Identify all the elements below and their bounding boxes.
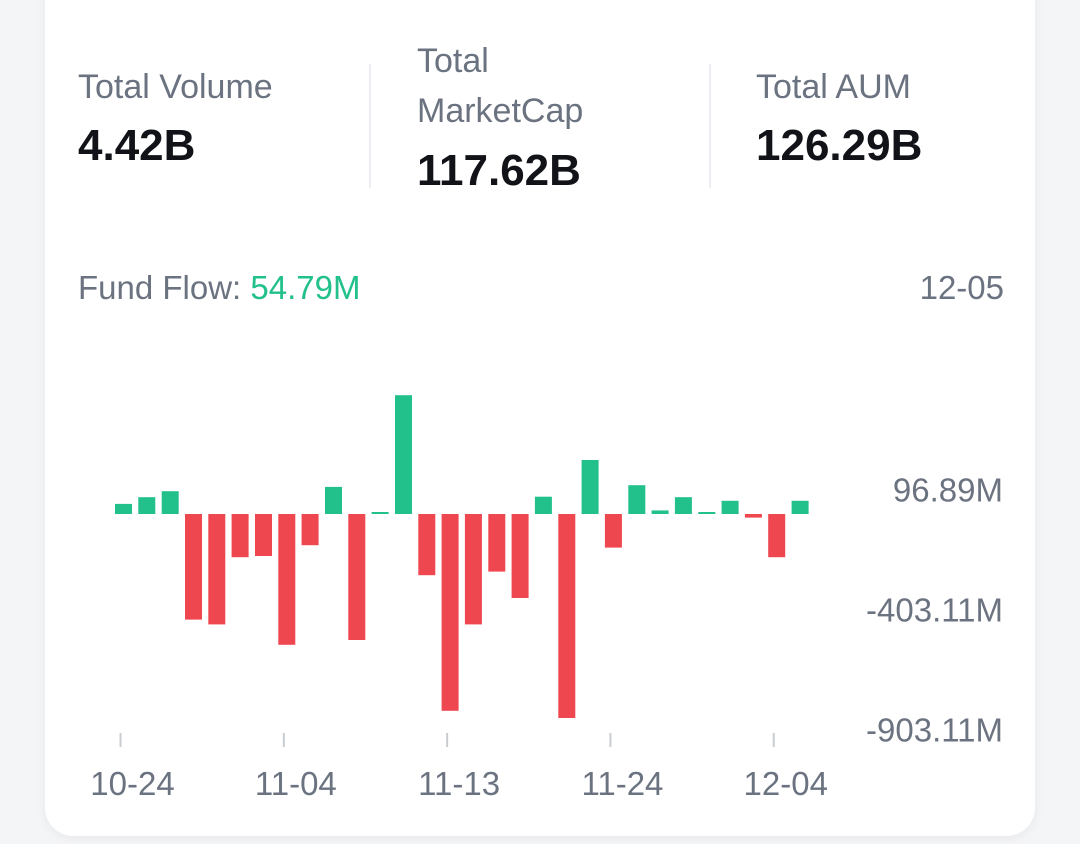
bar-12-05[interactable] xyxy=(791,500,809,514)
fund-flow-card xyxy=(45,0,1035,836)
bar-11-07[interactable] xyxy=(348,514,366,640)
bar-10-25[interactable] xyxy=(138,497,156,514)
total-aum-label: Total AUM xyxy=(756,68,911,106)
bar-11-22[interactable] xyxy=(604,514,622,548)
total-marketcap-label-line1: Total xyxy=(417,42,489,80)
bar-11-18[interactable] xyxy=(511,514,529,598)
x-tick-label: 10-24 xyxy=(90,765,174,802)
x-tick-label: 11-04 xyxy=(255,765,337,802)
bar-11-06[interactable] xyxy=(325,486,342,514)
stat-divider-2 xyxy=(709,64,711,188)
x-tick-label: 11-24 xyxy=(581,765,663,802)
total-aum-value: 126.29B xyxy=(756,121,923,170)
bar-11-14[interactable] xyxy=(464,514,482,625)
x-tick-label: 11-13 xyxy=(418,765,500,802)
bar-10-29[interactable] xyxy=(185,514,202,620)
bar-11-29[interactable] xyxy=(698,512,716,514)
total-volume-value: 4.42B xyxy=(78,121,196,170)
fund-flow-label: Fund Flow: xyxy=(78,269,242,306)
bar-10-30[interactable] xyxy=(208,514,226,625)
selected-date-label: 12-05 xyxy=(919,269,1004,306)
bar-12-04[interactable] xyxy=(768,514,786,558)
bar-11-19[interactable] xyxy=(534,496,552,514)
fund-flow-value: 54.79M xyxy=(250,269,361,306)
bar-11-01[interactable] xyxy=(255,514,272,556)
y-tick-label: 96.89M xyxy=(893,472,1003,509)
bar-10-24[interactable] xyxy=(115,503,132,514)
bar-11-05[interactable] xyxy=(301,514,319,546)
bar-11-13[interactable] xyxy=(441,514,459,711)
bar-11-26[interactable] xyxy=(651,510,669,514)
bar-11-20[interactable] xyxy=(558,514,576,718)
bar-11-15[interactable] xyxy=(488,514,506,572)
bar-10-28[interactable] xyxy=(161,491,179,514)
bar-11-27[interactable] xyxy=(674,497,692,514)
y-tick-label: -903.11M xyxy=(866,712,1003,749)
stat-divider-1 xyxy=(369,64,371,188)
bar-11-21[interactable] xyxy=(581,460,599,514)
bar-11-08[interactable] xyxy=(371,512,389,514)
bar-11-12[interactable] xyxy=(418,514,436,576)
bar-11-11[interactable] xyxy=(395,395,412,514)
total-marketcap-value: 117.62B xyxy=(417,146,581,195)
x-tick-label: 12-04 xyxy=(744,765,828,802)
total-marketcap-label-line2: MarketCap xyxy=(417,92,584,130)
bar-11-04[interactable] xyxy=(278,514,296,645)
fund-flow-summary: Fund Flow: 54.79M xyxy=(78,268,360,308)
bar-12-02[interactable] xyxy=(721,500,739,514)
y-tick-label: -403.11M xyxy=(866,592,1003,629)
total-volume-label: Total Volume xyxy=(78,68,273,106)
bar-12-03[interactable] xyxy=(744,514,762,518)
bar-11-25[interactable] xyxy=(628,485,646,514)
bar-10-31[interactable] xyxy=(231,514,249,558)
